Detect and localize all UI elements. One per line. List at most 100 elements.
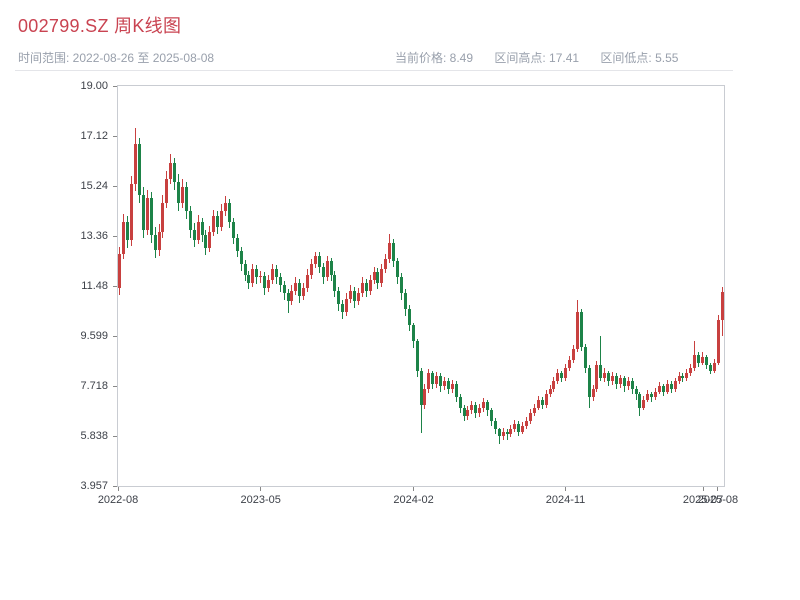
candle-body bbox=[263, 276, 267, 289]
candle-body bbox=[173, 163, 177, 182]
candle-body bbox=[571, 349, 575, 360]
candle-body bbox=[466, 410, 470, 416]
y-tick-label: 17.12 bbox=[80, 129, 108, 142]
candle-body bbox=[661, 386, 665, 392]
y-tick-mark bbox=[113, 235, 117, 237]
candle-body bbox=[458, 397, 462, 408]
candle-body bbox=[450, 383, 454, 390]
candle-body bbox=[485, 402, 489, 411]
candle-body bbox=[650, 394, 654, 398]
candle-body bbox=[540, 399, 544, 406]
candle-body bbox=[439, 375, 443, 387]
candle-body bbox=[313, 256, 317, 265]
candle-body bbox=[509, 429, 513, 435]
candle-body bbox=[697, 354, 701, 363]
candle-body bbox=[704, 357, 708, 366]
candle-body bbox=[278, 277, 282, 286]
candle-body bbox=[568, 359, 572, 368]
candle-body bbox=[353, 290, 357, 302]
candle-body bbox=[235, 237, 239, 251]
candle-body bbox=[306, 274, 310, 289]
candle-body bbox=[302, 288, 306, 297]
y-tick-mark bbox=[113, 336, 117, 337]
candle-body bbox=[310, 264, 314, 275]
y-tick-label: 11.48 bbox=[81, 279, 108, 292]
candle-body bbox=[188, 210, 192, 230]
candle-body bbox=[638, 394, 642, 408]
candle-body bbox=[677, 375, 681, 382]
candle-body bbox=[564, 367, 568, 379]
range-high-stat: 区间高点: 17.41 bbox=[494, 51, 580, 65]
candle-body bbox=[614, 375, 618, 384]
candle-body bbox=[138, 144, 141, 195]
candle-body bbox=[130, 184, 134, 241]
y-tick-label: 5.838 bbox=[80, 430, 108, 442]
candle-body bbox=[396, 261, 400, 278]
y-tick-mark bbox=[113, 385, 117, 387]
candle-body bbox=[216, 216, 220, 227]
candle-body bbox=[403, 293, 407, 310]
candle-body bbox=[685, 373, 689, 379]
x-tick-label: 2023-05 bbox=[240, 494, 281, 506]
candle-body bbox=[286, 293, 290, 302]
candle-body bbox=[482, 402, 486, 408]
candle-body bbox=[657, 386, 661, 392]
candle-body bbox=[255, 269, 259, 278]
candle-body bbox=[587, 367, 591, 398]
candle-body bbox=[435, 375, 439, 384]
candle-body bbox=[298, 282, 302, 297]
candle-body bbox=[536, 399, 540, 408]
candle-body bbox=[548, 389, 552, 395]
candle-body bbox=[489, 410, 493, 422]
candle-body bbox=[419, 370, 423, 406]
candle-body bbox=[493, 421, 497, 429]
candle-body bbox=[720, 292, 724, 320]
x-tick-label: 2024-11 bbox=[545, 494, 586, 506]
candle-body bbox=[607, 373, 611, 382]
candle-body bbox=[356, 293, 360, 302]
candle-body bbox=[595, 365, 599, 390]
x-tick-mark bbox=[260, 487, 262, 491]
candle-body bbox=[665, 383, 669, 392]
candle-body bbox=[622, 378, 626, 387]
candle-body bbox=[141, 195, 145, 230]
candle-body bbox=[165, 179, 169, 203]
candle-body bbox=[411, 325, 415, 342]
candle-body bbox=[442, 381, 446, 387]
y-tick-label: 13.36 bbox=[80, 229, 108, 242]
candle-body bbox=[290, 290, 294, 302]
current-price-stat: 当前价格: 8.49 bbox=[395, 51, 474, 65]
candle-body bbox=[525, 421, 529, 427]
candle-body bbox=[497, 429, 501, 436]
candle-body bbox=[591, 389, 595, 398]
candle-body bbox=[274, 269, 278, 278]
x-tick-mark bbox=[117, 487, 119, 491]
candle-body bbox=[317, 256, 321, 267]
candle-body bbox=[501, 431, 505, 436]
candle-body bbox=[122, 221, 126, 254]
x-tick-mark bbox=[413, 487, 415, 491]
candle-body bbox=[560, 373, 564, 379]
candle-body bbox=[247, 274, 251, 283]
candle-body bbox=[157, 232, 161, 250]
candle-body bbox=[712, 362, 716, 371]
candle-body bbox=[693, 354, 697, 368]
candle-body bbox=[470, 405, 474, 411]
candle-body bbox=[325, 261, 329, 278]
candle-body bbox=[321, 266, 325, 278]
candle-body bbox=[341, 304, 345, 312]
candle-body bbox=[407, 309, 411, 326]
candle-body bbox=[689, 367, 693, 374]
figure-top-border bbox=[15, 70, 733, 71]
candle-wick bbox=[651, 391, 653, 403]
candle-body bbox=[681, 375, 685, 379]
candle-body bbox=[528, 413, 532, 422]
candle-body bbox=[673, 381, 677, 390]
candle-body bbox=[196, 221, 200, 241]
candle-body bbox=[251, 269, 255, 283]
candle-body bbox=[364, 282, 368, 291]
candle-body bbox=[618, 378, 622, 384]
x-tick-label: 2024-02 bbox=[393, 494, 434, 506]
candle-body bbox=[181, 187, 184, 203]
candle-body bbox=[642, 399, 646, 408]
